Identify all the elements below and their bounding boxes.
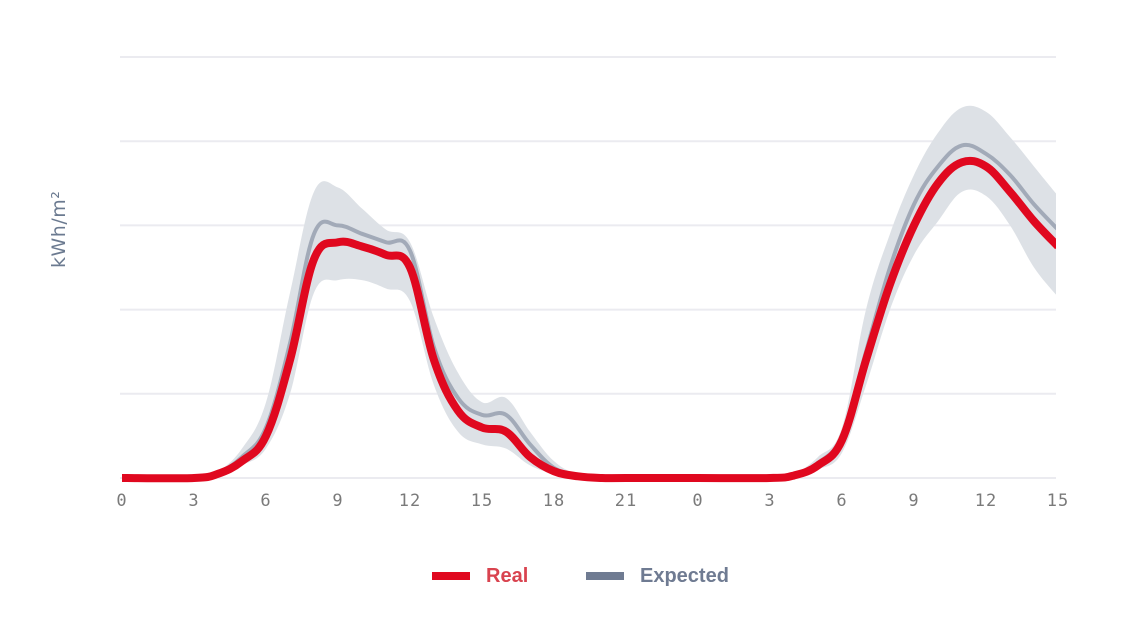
legend-item-expected[interactable]: Expected <box>586 562 729 590</box>
x-tick-label: 18 <box>542 491 566 511</box>
expected-range-band <box>122 105 1056 479</box>
legend: Real Expected <box>0 562 1140 590</box>
x-tick-label: 6 <box>260 491 272 511</box>
x-tick-label: 12 <box>398 491 422 511</box>
x-tick-label: 3 <box>188 491 200 511</box>
x-tick-label: 15 <box>1046 491 1070 511</box>
x-tick-label: 15 <box>470 491 494 511</box>
x-tick-label: 9 <box>908 491 920 511</box>
x-tick-label: 9 <box>332 491 344 511</box>
legend-swatch-real <box>432 572 470 580</box>
x-tick-label: 0 <box>116 491 128 511</box>
legend-item-real[interactable]: Real <box>432 562 528 590</box>
real-line <box>121 156 1056 483</box>
x-tick-label: 12 <box>974 491 998 511</box>
x-tick-label: 0 <box>692 491 704 511</box>
x-tick-label: 6 <box>836 491 848 511</box>
x-tick-label: 3 <box>764 491 776 511</box>
legend-label-real: Real <box>486 564 529 587</box>
legend-label-expected: Expected <box>640 564 729 587</box>
y-axis-label: kWh/m² <box>48 190 70 268</box>
x-tick-label: 21 <box>614 491 638 511</box>
legend-swatch-expected <box>586 572 624 580</box>
